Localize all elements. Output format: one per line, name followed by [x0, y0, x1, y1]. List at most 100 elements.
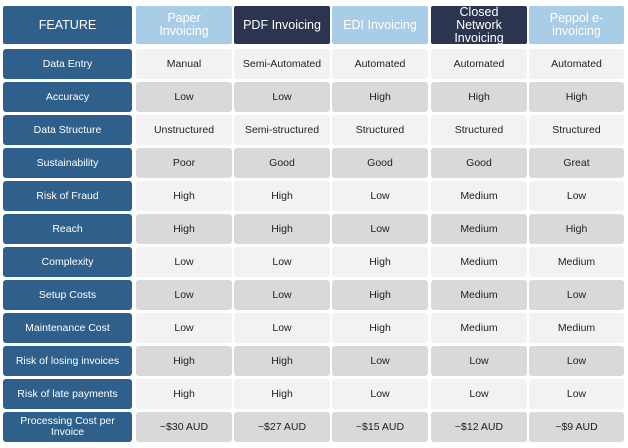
row-label-setup-costs-text: Setup Costs: [38, 288, 97, 301]
row-label-risk-of-losing-invoices-text: Risk of losing invoices: [15, 354, 120, 367]
table-cell-text: Medium: [460, 222, 498, 235]
table-cell: High: [431, 82, 527, 112]
table-cell: Medium: [431, 181, 527, 211]
table-cell: Semi-Automated: [234, 49, 330, 79]
table-cell-text: High: [173, 387, 195, 400]
table-cell: Medium: [431, 214, 527, 244]
column-header-2: PDF Invoicing: [234, 6, 330, 44]
table-cell-text: Good: [367, 156, 393, 169]
table-cell-text: High: [173, 189, 195, 202]
table-cell: Low: [234, 313, 330, 343]
column-header-4: Closed Network Invoicing: [431, 5, 527, 44]
table-cell: Automated: [431, 49, 527, 79]
table-cell-text: Low: [272, 288, 292, 301]
table-cell: Structured: [529, 115, 624, 145]
row-label-complexity: Complexity: [3, 247, 132, 277]
row-label-risk-of-losing-invoices: Risk of losing invoices: [3, 346, 132, 376]
table-cell-text: High: [369, 90, 391, 103]
table-cell-text: Structured: [552, 123, 601, 136]
row-label-maintenance-cost-text: Maintenance Cost: [25, 321, 110, 334]
table-cell-text: High: [369, 255, 391, 268]
table-cell: Low: [136, 313, 232, 343]
table-cell-text: Low: [272, 90, 292, 103]
table-cell-text: Low: [370, 354, 390, 367]
table-cell-text: Structured: [355, 123, 405, 136]
row-label-risk-of-fraud-text: Risk of Fraud: [36, 189, 99, 202]
row-label-reach: Reach: [3, 214, 132, 244]
table-cell-text: Low: [566, 354, 587, 367]
table-cell: ~$12 AUD: [431, 412, 527, 442]
table-cell: Semi-structured: [234, 115, 330, 145]
table-cell: Low: [332, 214, 428, 244]
table-cell: High: [234, 214, 330, 244]
table-cell: High: [136, 379, 232, 409]
row-label-maintenance-cost: Maintenance Cost: [3, 313, 132, 343]
table-cell: Medium: [431, 313, 527, 343]
table-cell-text: High: [565, 222, 588, 235]
table-cell-text: Low: [370, 387, 390, 400]
table-cell-text: Structured: [454, 123, 504, 136]
row-label-processing-cost-per-invoice-text: Processing Cost per Invoice: [20, 415, 115, 438]
table-cell-text: Medium: [460, 288, 498, 301]
table-cell: Structured: [332, 115, 428, 145]
row-label-data-structure-text: Data Structure: [33, 123, 102, 136]
row-label-complexity-text: Complexity: [41, 255, 94, 268]
table-cell: ~$15 AUD: [332, 412, 428, 442]
table-cell-text: Low: [566, 288, 587, 301]
row-label-risk-of-fraud: Risk of Fraud: [3, 181, 132, 211]
table-cell-text: Low: [174, 288, 194, 301]
table-cell: High: [234, 379, 330, 409]
table-cell-text: Low: [174, 90, 194, 103]
table-cell: Good: [332, 148, 428, 178]
table-cell: High: [529, 214, 624, 244]
table-cell-text: Low: [566, 387, 587, 400]
feature-header-text: FEATURE: [38, 17, 97, 32]
table-cell: Low: [234, 280, 330, 310]
table-cell-text: Poor: [172, 156, 196, 169]
table-cell-text: Automated: [551, 57, 602, 70]
table-cell: Low: [332, 379, 428, 409]
table-cell-text: Medium: [557, 255, 596, 268]
table-cell: Automated: [529, 49, 624, 79]
table-cell-text: Automated: [354, 57, 406, 70]
row-label-risk-of-late-payments: Risk of late payments: [3, 379, 132, 409]
table-cell: ~$27 AUD: [234, 412, 330, 442]
table-cell: Low: [529, 280, 624, 310]
table-cell-text: Medium: [460, 189, 498, 202]
table-cell-text: Low: [174, 321, 194, 334]
row-label-accuracy: Accuracy: [3, 82, 132, 112]
table-cell-text: Low: [566, 189, 587, 202]
table-cell: High: [332, 313, 428, 343]
column-header-1: Paper Invoicing: [136, 6, 232, 44]
row-label-sustainability: Sustainability: [3, 148, 132, 178]
feature-header: FEATURE: [3, 6, 132, 44]
table-cell-text: ~$9 AUD: [555, 420, 598, 433]
column-header-2-text: PDF Invoicing: [243, 17, 321, 32]
table-cell-text: Low: [272, 321, 292, 334]
table-cell-text: Low: [469, 354, 489, 367]
table-cell-text: Low: [174, 255, 194, 268]
table-cell: ~$9 AUD: [529, 412, 624, 442]
table-cell-text: Medium: [557, 321, 596, 334]
column-header-5: Peppol e- invoicing: [529, 6, 624, 44]
table-cell: Low: [136, 280, 232, 310]
table-cell: Low: [431, 346, 527, 376]
row-label-processing-cost-per-invoice: Processing Cost per Invoice: [3, 412, 132, 442]
table-cell-text: High: [173, 222, 195, 235]
table-cell-text: Low: [370, 222, 390, 235]
table-cell-text: ~$15 AUD: [355, 420, 405, 433]
table-cell: High: [136, 346, 232, 376]
row-label-data-entry: Data Entry: [3, 49, 132, 79]
table-cell-text: ~$27 AUD: [257, 420, 307, 433]
table-cell: Good: [431, 148, 527, 178]
table-cell: Unstructured: [136, 115, 232, 145]
table-cell-text: High: [369, 288, 391, 301]
table-cell: ~$30 AUD: [136, 412, 232, 442]
table-cell-text: Medium: [460, 255, 498, 268]
table-cell-text: High: [369, 321, 391, 334]
table-cell: Low: [234, 247, 330, 277]
table-cell-text: Automated: [453, 57, 505, 70]
table-cell-text: Low: [272, 255, 292, 268]
row-label-accuracy-text: Accuracy: [45, 90, 90, 103]
table-cell-text: High: [565, 90, 588, 103]
